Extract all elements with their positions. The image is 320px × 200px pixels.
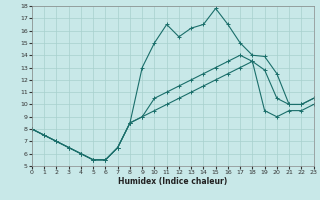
X-axis label: Humidex (Indice chaleur): Humidex (Indice chaleur) — [118, 177, 228, 186]
